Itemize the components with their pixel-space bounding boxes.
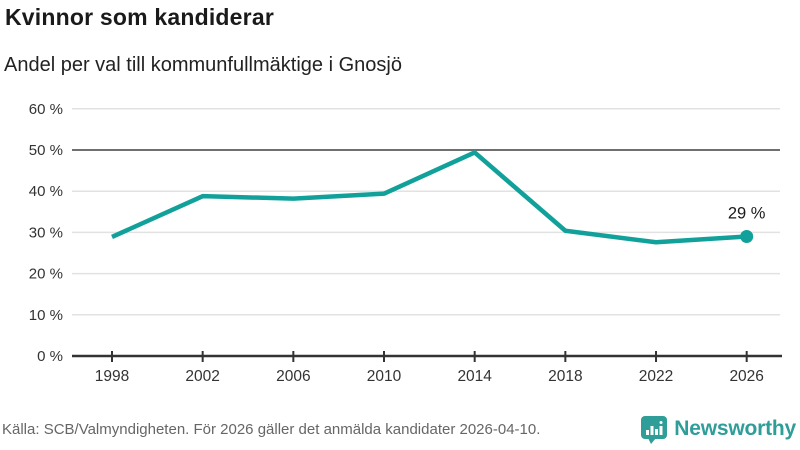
x-tick-label: 2006 (276, 368, 310, 385)
newsworthy-logo: Newsworthy (640, 415, 796, 444)
y-tick-label: 30 % (29, 224, 63, 241)
y-tick-label: 10 % (29, 307, 63, 324)
line-chart: 0 % 10 % 20 % 30 % 40 % 50 % 60 % 1998 2002 2006 2… (29, 101, 782, 385)
y-tick-label: 50 % (29, 142, 63, 159)
y-tick-label: 20 % (29, 266, 63, 283)
end-point-label: 29 % (728, 205, 766, 223)
y-tick-label: 60 % (29, 101, 63, 118)
newsworthy-logo-icon (641, 415, 668, 444)
x-tick-label: 2026 (729, 368, 763, 385)
x-tick-label: 2010 (367, 368, 402, 385)
chart-title: Kvinnor som kandiderar (5, 4, 274, 30)
newsworthy-logo-text: Newsworthy (674, 417, 796, 440)
end-point-dot (740, 230, 754, 244)
chart-subtitle: Andel per val till kommunfullmäktige i G… (4, 54, 402, 76)
x-tick-label: 2002 (185, 368, 219, 385)
x-tick-label: 2014 (457, 368, 492, 385)
x-tick-label: 2022 (639, 368, 673, 385)
x-tick-label: 1998 (95, 368, 129, 385)
footer: Källa: SCB/Valmyndigheten. För 2026 gäll… (2, 413, 796, 445)
source-note: Källa: SCB/Valmyndigheten. För 2026 gäll… (2, 420, 541, 438)
y-tick-label: 40 % (29, 183, 63, 200)
x-tick-label: 2018 (548, 368, 582, 385)
trend-line (111, 150, 747, 245)
y-tick-label: 0 % (37, 348, 63, 365)
